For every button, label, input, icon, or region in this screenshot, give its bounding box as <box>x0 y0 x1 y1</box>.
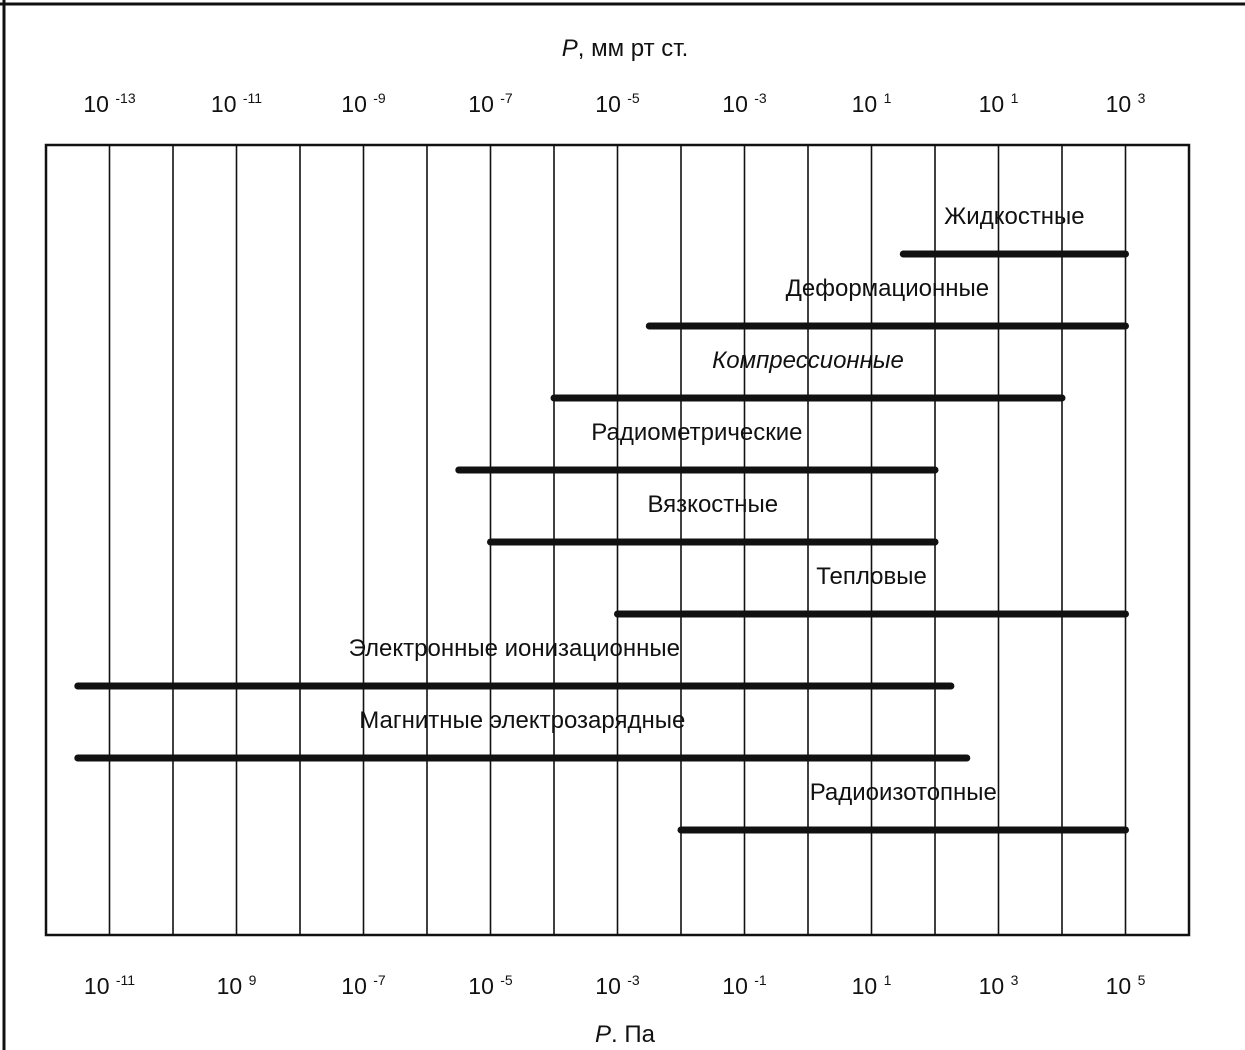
top-axis-title: P, мм рт ст. <box>562 35 689 62</box>
bottom-axis-symbol: P <box>595 1021 611 1048</box>
bottom-tick-base: 10 <box>852 973 884 999</box>
bottom-tick-base: 10 <box>341 973 373 999</box>
bottom-tick-label: 10 -11 <box>84 972 135 999</box>
top-tick-base: 10 <box>595 91 627 117</box>
bottom-tick-base: 10 <box>84 973 116 999</box>
top-tick-label: 10 -13 <box>83 90 135 117</box>
top-tick-exponent: -13 <box>115 90 135 106</box>
bottom-tick-base: 10 <box>468 973 500 999</box>
bottom-axis-title: P. Па <box>595 1021 656 1048</box>
bottom-tick-exponent: 1 <box>884 972 892 988</box>
top-tick-label: 10 1 <box>852 90 892 117</box>
bottom-axis-ticks: 10 -11 10 9 10 -7 10 -5 10 -3 10 -1 10 1 10 3 10… <box>84 972 1146 999</box>
range-bars: Жидкостные Деформационные Компрессионные Ра… <box>74 203 1129 834</box>
bottom-tick-base: 10 <box>595 973 627 999</box>
top-tick-base: 10 <box>722 91 754 117</box>
top-tick-base: 10 <box>852 91 884 117</box>
top-axis-symbol: P <box>562 35 578 62</box>
top-tick-exponent: 3 <box>1138 90 1146 106</box>
bottom-tick-label: 10 3 <box>979 972 1019 999</box>
bottom-tick-base: 10 <box>722 973 754 999</box>
top-tick-label: 10 -9 <box>341 90 386 117</box>
range-bar-label: Жидкостные <box>944 203 1085 230</box>
top-axis-units: , мм рт ст. <box>578 35 688 62</box>
top-tick-base: 10 <box>83 91 115 117</box>
range-bar-label: Радиоизотопные <box>810 779 997 806</box>
top-axis-ticks: 10 -13 10 -11 10 -9 10 -7 10 -5 10 -3 10 1 10 1… <box>83 90 1145 117</box>
bottom-axis-units: . Па <box>611 1021 656 1048</box>
top-tick-label: 10 -5 <box>595 90 640 117</box>
top-tick-base: 10 <box>341 91 373 117</box>
range-bar-label: Радиометрические <box>591 419 802 446</box>
bottom-tick-label: 10 -5 <box>468 972 513 999</box>
bottom-tick-base: 10 <box>217 973 249 999</box>
top-tick-label: 10 1 <box>979 90 1019 117</box>
bottom-tick-exponent: -1 <box>754 972 767 988</box>
range-bar-label: Тепловые <box>816 563 927 590</box>
range-bar-label: Компрессионные <box>712 347 904 374</box>
top-tick-base: 10 <box>211 91 243 117</box>
top-tick-label: 10 -3 <box>722 90 767 117</box>
bottom-tick-base: 10 <box>1106 973 1138 999</box>
top-tick-base: 10 <box>468 91 500 117</box>
top-tick-exponent: -7 <box>500 90 513 106</box>
bottom-tick-label: 10 9 <box>217 972 257 999</box>
bottom-tick-exponent: -3 <box>627 972 640 988</box>
bottom-tick-exponent: -11 <box>116 972 135 988</box>
range-bar-label: Электронные ионизационные <box>349 635 680 662</box>
bottom-tick-exponent: 9 <box>249 972 257 988</box>
bottom-tick-label: 10 -7 <box>341 972 386 999</box>
bottom-tick-exponent: 5 <box>1138 972 1146 988</box>
top-tick-base: 10 <box>979 91 1011 117</box>
bottom-tick-label: 10 -1 <box>722 972 767 999</box>
bottom-tick-label: 10 5 <box>1106 972 1146 999</box>
bottom-tick-exponent: -5 <box>500 972 513 988</box>
top-tick-base: 10 <box>1106 91 1138 117</box>
range-bar-label: Деформационные <box>786 275 990 302</box>
range-bar-label: Магнитные электрозарядные <box>359 707 685 734</box>
top-tick-label: 10 3 <box>1106 90 1146 117</box>
top-tick-exponent: -11 <box>243 90 262 106</box>
bottom-tick-exponent: 3 <box>1011 972 1019 988</box>
bottom-tick-base: 10 <box>979 973 1011 999</box>
bottom-tick-exponent: -7 <box>373 972 386 988</box>
bottom-tick-label: 10 1 <box>852 972 892 999</box>
range-bar-label: Вязкостные <box>647 491 778 518</box>
bottom-tick-label: 10 -3 <box>595 972 640 999</box>
top-tick-exponent: -9 <box>373 90 386 106</box>
top-tick-label: 10 -11 <box>211 90 262 117</box>
top-tick-exponent: 1 <box>1011 90 1019 106</box>
top-tick-exponent: -5 <box>627 90 640 106</box>
top-tick-exponent: 1 <box>884 90 892 106</box>
top-tick-label: 10 -7 <box>468 90 513 117</box>
top-tick-exponent: -3 <box>754 90 767 106</box>
